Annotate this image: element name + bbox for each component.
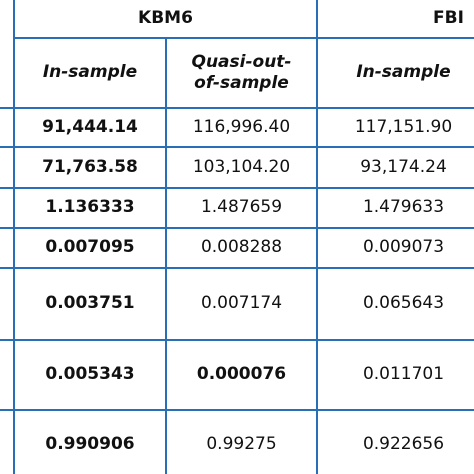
column-border (13, 0, 15, 474)
table-cell: 0.007095 (45, 237, 135, 258)
row-border (0, 409, 474, 411)
row-border (0, 227, 474, 229)
row-border (0, 267, 474, 269)
table-cell: 117,151.90 (354, 116, 453, 137)
row-border (14, 37, 474, 39)
table-cell: 0.007174 (200, 293, 283, 314)
table-cell: 0.990906 (45, 434, 135, 455)
column-border (165, 38, 167, 474)
table-cell: 93,174.24 (360, 156, 447, 177)
column-header: In-sample (356, 62, 451, 83)
table-cell: 1.479633 (362, 197, 445, 218)
table-cell: 0.99275 (206, 434, 277, 455)
table-cell: 0.065643 (362, 293, 445, 314)
table-cell: 0.011701 (362, 364, 445, 385)
table-cell: 0.008288 (200, 237, 283, 258)
table-cell: 0.005343 (45, 364, 135, 385)
table-cell: 0.009073 (362, 237, 445, 258)
column-header: Quasi-out-of-sample (191, 51, 292, 93)
row-border (0, 146, 474, 148)
table-cell: 0.003751 (45, 293, 135, 314)
table-cell: 0.000076 (196, 364, 287, 385)
table-cell: 91,444.14 (42, 116, 138, 137)
row-border (0, 107, 474, 109)
table-cell: 1.487659 (200, 197, 283, 218)
table-cell: 1.136333 (45, 197, 135, 218)
column-border (316, 0, 318, 474)
table-cell: 116,996.40 (192, 116, 291, 137)
row-border (0, 339, 474, 341)
group-header: FBI (433, 8, 464, 29)
table-cell: 71,763.58 (42, 156, 138, 177)
row-border (0, 187, 474, 189)
group-header: KBM6 (138, 8, 193, 29)
column-header: In-sample (42, 62, 138, 83)
table-cell: 0.922656 (362, 434, 445, 455)
table-cell: 103,104.20 (192, 156, 291, 177)
